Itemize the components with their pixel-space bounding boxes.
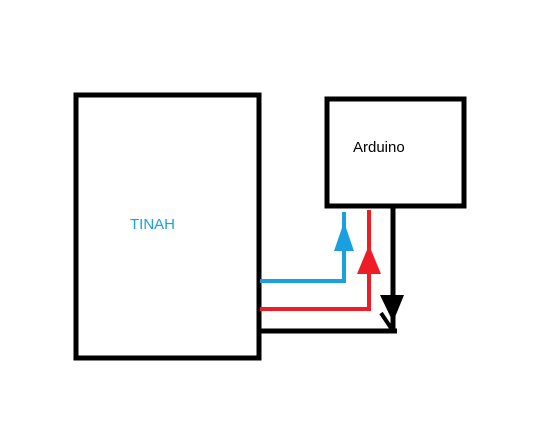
blue-wire <box>260 212 346 283</box>
black-wire-diagonal <box>379 311 395 333</box>
blue-arrowhead-icon <box>334 222 354 251</box>
tinah-block <box>73 92 262 361</box>
black-arrowhead-icon <box>380 295 404 322</box>
arduino-label: Arduino <box>353 139 405 156</box>
red-wire <box>260 210 371 311</box>
tinah-label: TINAH <box>130 216 175 233</box>
red-arrowhead-icon <box>357 245 381 274</box>
